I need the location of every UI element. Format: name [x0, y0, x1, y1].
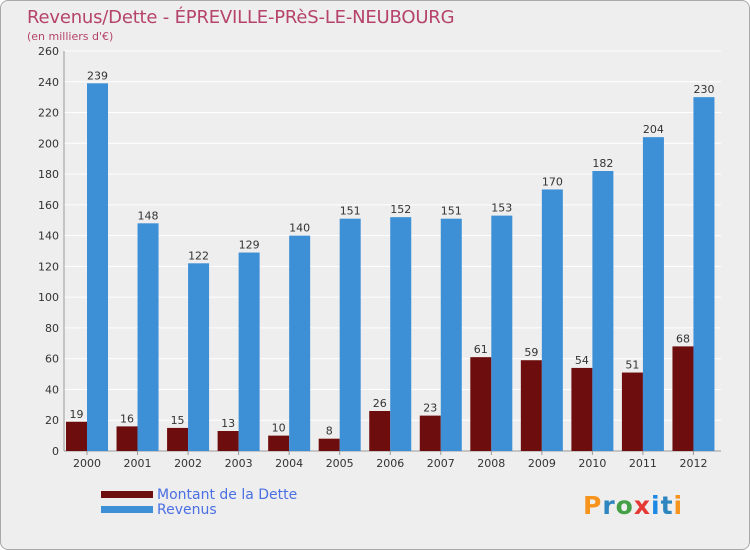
x-axis: 2000 2001 2002 2003 2004 2005 2006 2007 2008 2009…	[73, 451, 707, 470]
y-tick-label: 120	[38, 260, 59, 273]
y-tick-label: 200	[38, 137, 59, 150]
y-tick-label: 240	[38, 76, 59, 89]
legend-swatch-revenus	[101, 506, 153, 513]
x-tick-label: 2009	[528, 457, 556, 470]
bar-dette	[520, 360, 542, 451]
data-label-revenus: 122	[188, 249, 209, 262]
data-labels: 19 239 16 148 15 122 13 129 10 140 8 151 26 152 23 151 6…	[70, 69, 715, 437]
y-tick-label: 160	[38, 199, 59, 212]
bar-dette	[571, 367, 593, 451]
x-tick-label: 2006	[376, 457, 404, 470]
x-tick-label: 2001	[124, 457, 152, 470]
data-label-revenus: 182	[592, 157, 613, 170]
data-label-revenus: 204	[643, 123, 664, 136]
y-tick-label: 100	[38, 291, 59, 304]
y-tick-label: 80	[45, 322, 59, 335]
x-tick-label: 2010	[578, 457, 606, 470]
chart-subtitle: (en milliers d'€)	[27, 30, 114, 43]
legend-label-dette: Montant de la Dette	[157, 486, 298, 503]
bar-dette	[318, 438, 340, 451]
y-tick-label: 60	[45, 353, 59, 366]
bar-revenus	[238, 252, 260, 451]
bar-dette	[672, 346, 694, 451]
bars	[66, 83, 715, 452]
data-label-revenus: 230	[693, 83, 714, 96]
legend: Montant de la Dette Revenus	[101, 486, 298, 518]
legend-item-dette: Montant de la Dette	[101, 486, 298, 503]
data-label-dette: 15	[171, 414, 185, 427]
x-tick-label: 2005	[326, 457, 354, 470]
data-label-revenus: 151	[441, 205, 462, 218]
data-label-revenus: 151	[340, 205, 361, 218]
data-label-revenus: 140	[289, 222, 310, 235]
data-label-revenus: 129	[239, 239, 260, 252]
data-label-dette: 59	[524, 346, 538, 359]
bar-dette	[66, 421, 87, 451]
bar-dette	[621, 372, 643, 451]
legend-swatch-dette	[101, 491, 153, 498]
data-label-revenus: 239	[87, 69, 108, 82]
x-tick-label: 2004	[275, 457, 303, 470]
bar-dette	[419, 415, 441, 451]
data-label-dette: 13	[221, 417, 235, 430]
bar-revenus	[390, 217, 412, 451]
proxiti-logo: Proxiti	[583, 491, 684, 520]
bar-revenus	[339, 218, 361, 451]
bar-dette	[268, 435, 290, 451]
bar-revenus	[87, 83, 108, 452]
bar-revenus	[693, 97, 715, 452]
y-tick-label: 260	[38, 45, 59, 58]
legend-item-revenus: Revenus	[101, 501, 297, 518]
data-label-revenus: 148	[138, 209, 159, 222]
data-label-dette: 16	[120, 412, 134, 425]
bar-revenus	[642, 137, 664, 451]
y-tick-label: 40	[45, 383, 59, 396]
data-label-dette: 8	[326, 425, 333, 438]
bar-dette	[369, 411, 391, 451]
y-tick-label: 140	[38, 230, 59, 243]
x-tick-label: 2003	[225, 457, 253, 470]
data-label-dette: 54	[575, 354, 589, 367]
data-label-dette: 51	[625, 359, 639, 372]
bar-dette	[470, 357, 492, 451]
bar-revenus	[491, 215, 513, 451]
bar-dette	[167, 427, 189, 451]
y-tick-label: 0	[52, 445, 59, 458]
data-label-dette: 61	[474, 343, 488, 356]
legend-label-revenus: Revenus	[157, 501, 217, 518]
x-tick-label: 2012	[679, 457, 707, 470]
data-label-dette: 10	[272, 422, 286, 435]
x-tick-label: 2002	[174, 457, 202, 470]
x-tick-label: 2008	[477, 457, 505, 470]
bar-revenus	[440, 218, 462, 451]
x-tick-label: 2011	[629, 457, 657, 470]
x-tick-label: 2007	[427, 457, 455, 470]
data-label-revenus: 170	[542, 175, 563, 188]
y-tick-label: 20	[45, 414, 59, 427]
data-label-dette: 23	[423, 402, 437, 415]
data-label-revenus: 152	[390, 203, 411, 216]
bar-dette	[116, 426, 138, 451]
bar-revenus	[289, 235, 311, 451]
y-tick-label: 220	[38, 107, 59, 120]
y-axis: 0 20 40 60 80 100 120 140 160 180 200 220 240 260	[38, 45, 721, 458]
bar-revenus	[137, 223, 159, 451]
bar-revenus	[592, 171, 614, 451]
bar-revenus	[188, 263, 210, 451]
x-tick-label: 2000	[73, 457, 101, 470]
data-label-revenus: 153	[491, 202, 512, 215]
bar-dette	[217, 431, 239, 451]
data-label-dette: 26	[373, 397, 387, 410]
data-label-dette: 68	[676, 332, 690, 345]
y-tick-label: 180	[38, 168, 59, 181]
bar-revenus	[541, 189, 563, 451]
chart-title: Revenus/Dette - ÉPREVILLE-PRèS-LE-NEUBOU…	[27, 7, 455, 28]
data-label-dette: 19	[70, 408, 84, 421]
